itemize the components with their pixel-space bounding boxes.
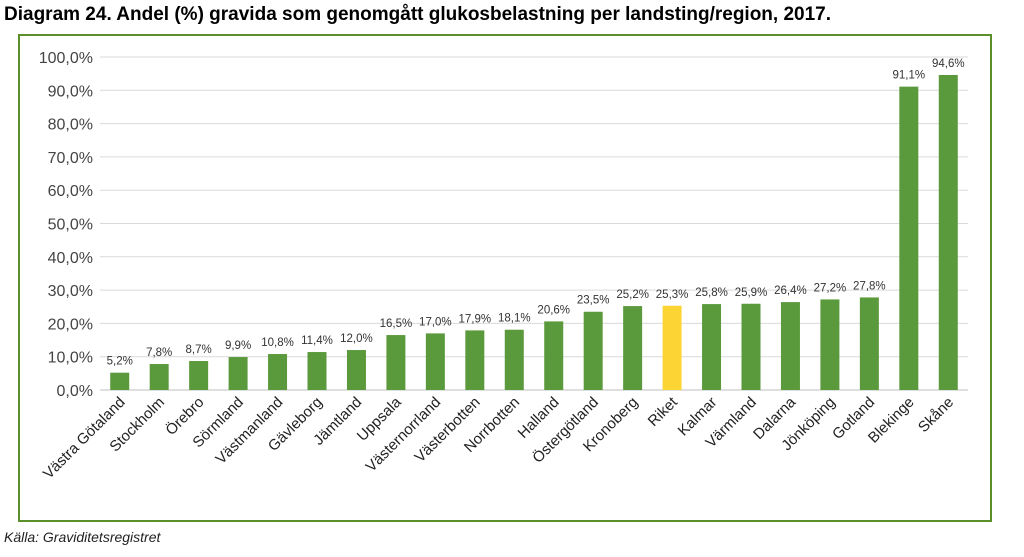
data-label: 26,4% (774, 285, 807, 297)
data-label: 5,2% (107, 356, 133, 368)
bar (623, 306, 643, 390)
data-label: 91,1% (893, 70, 926, 82)
data-label: 17,9% (459, 313, 492, 325)
data-label: 11,4% (301, 335, 333, 347)
source-note: Källa: Graviditetsregistret (4, 529, 161, 545)
bars (110, 74, 958, 391)
y-tick-label: 30,0% (48, 283, 93, 300)
bar (702, 304, 722, 390)
y-tick-label: 80,0% (48, 117, 93, 134)
x-axis-category-labels: Västra GötalandStockholmÖrebroSörmlandVä… (40, 393, 957, 482)
bar (465, 330, 485, 390)
gridlines (100, 56, 968, 391)
data-label: 25,3% (656, 289, 689, 301)
y-tick-label: 40,0% (48, 250, 93, 267)
bar (583, 311, 603, 390)
data-label: 27,2% (814, 282, 847, 294)
data-label: 23,5% (577, 295, 610, 307)
y-axis-tick-labels: 0,0% 10,0% 20,0% 30,0% 40,0% 50,0% 60,0% 70,0% 8… (39, 50, 93, 400)
y-tick-label: 10,0% (48, 350, 93, 367)
data-label: 20,6% (537, 304, 570, 316)
bar (346, 350, 366, 390)
bar (820, 299, 840, 390)
x-tick-label: Skåne (915, 394, 957, 436)
bar (149, 364, 169, 390)
data-label: 10,8% (261, 337, 294, 349)
chart-frame (18, 34, 992, 522)
data-label: 25,2% (616, 289, 649, 301)
y-tick-label: 50,0% (48, 217, 93, 234)
bar (544, 321, 564, 390)
bar (268, 354, 288, 390)
x-tick-label: Riket (645, 393, 682, 430)
data-label: 27,8% (853, 280, 886, 292)
bar (110, 372, 130, 390)
bar (938, 74, 958, 391)
data-labels: 5,2% 7,8% 8,7% 9,9% 10,8% 11,4% 12,0% 16,5% 17,0… (107, 58, 965, 368)
data-label: 16,5% (380, 318, 413, 330)
bar (425, 333, 445, 390)
data-label: 25,8% (695, 287, 728, 299)
bar (189, 361, 209, 390)
data-label: 17,0% (419, 316, 452, 328)
bar (859, 297, 879, 390)
bar (228, 357, 248, 390)
chart-title: Diagram 24. Andel (%) gravida som genomg… (4, 4, 832, 25)
bar (307, 352, 327, 390)
data-label: 8,7% (186, 344, 212, 356)
data-label: 7,8% (146, 347, 172, 359)
bar (662, 305, 682, 390)
bar (899, 86, 919, 391)
y-tick-label: 70,0% (48, 150, 93, 167)
data-label: 9,9% (225, 340, 251, 352)
data-label: 12,0% (340, 333, 373, 345)
bar (504, 329, 524, 390)
data-label: 94,6% (932, 58, 965, 70)
bar (386, 335, 406, 390)
y-tick-label: 100,0% (39, 50, 93, 67)
bar (780, 302, 800, 390)
y-tick-label: 60,0% (48, 183, 93, 200)
y-tick-label: 90,0% (48, 83, 93, 100)
bar (741, 303, 761, 390)
y-tick-label: 20,0% (48, 316, 93, 333)
y-tick-label: 0,0% (57, 383, 93, 400)
data-label: 25,9% (735, 287, 768, 299)
data-label: 18,1% (498, 313, 531, 325)
